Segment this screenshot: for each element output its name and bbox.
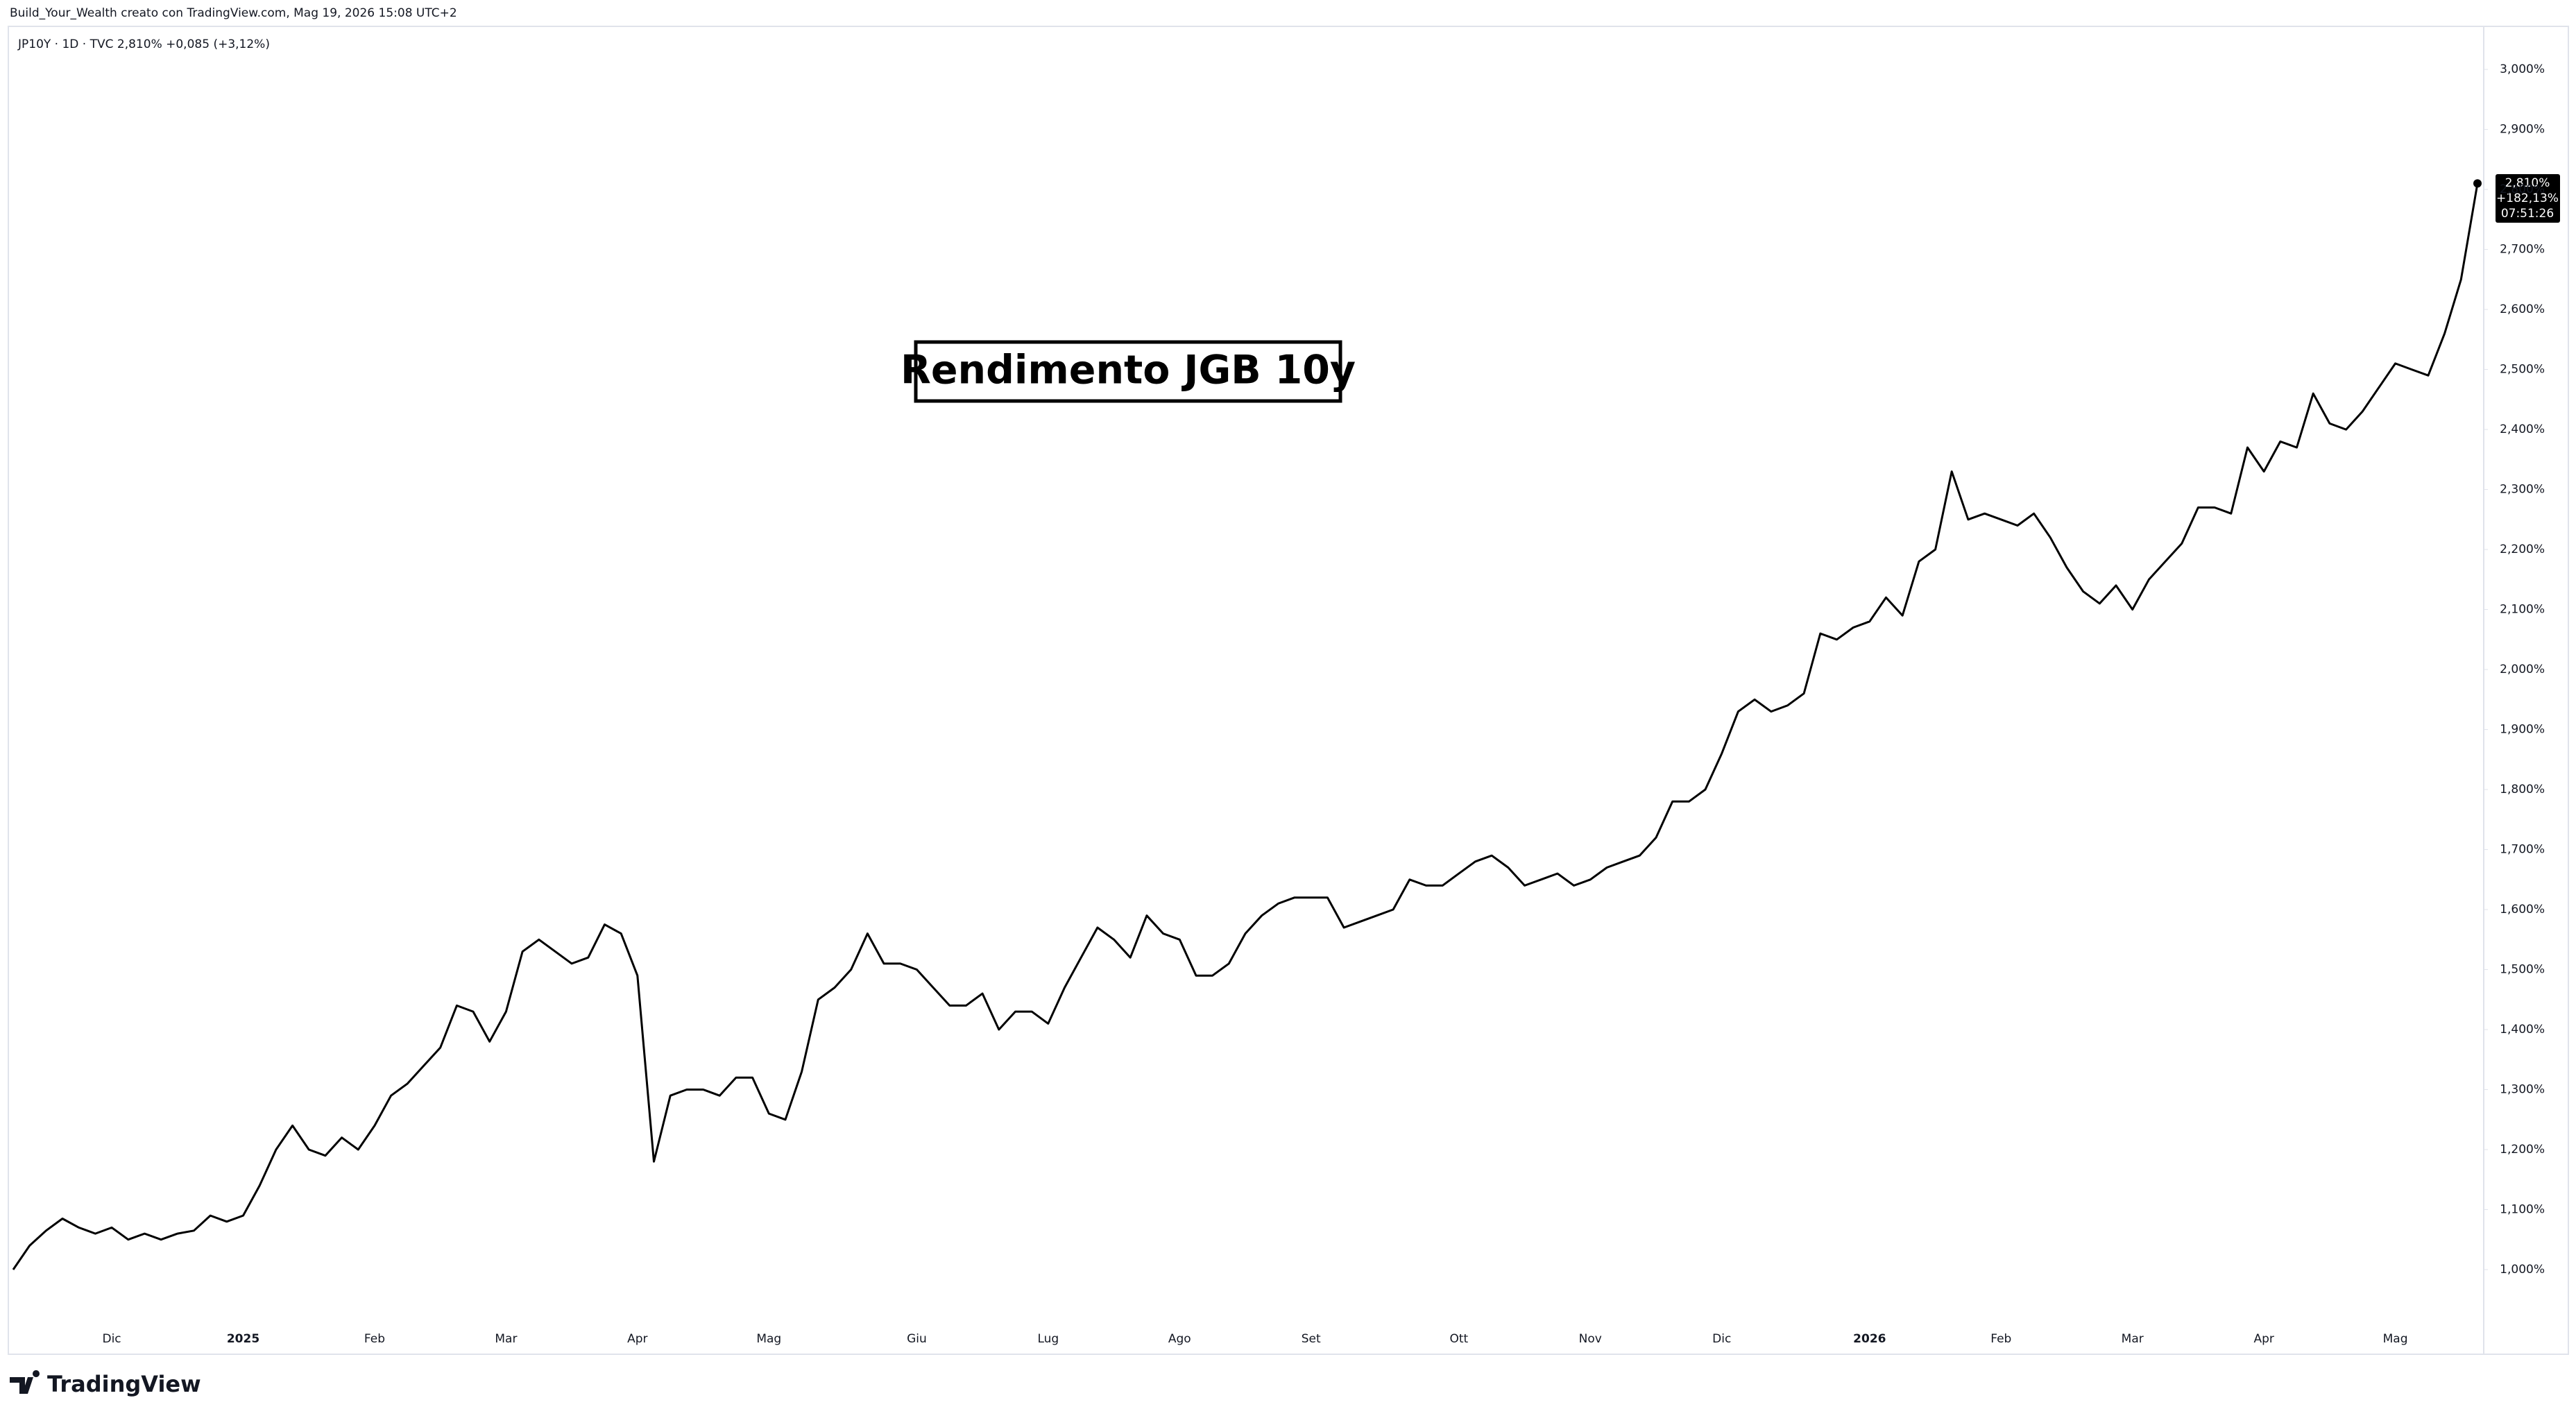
y-tick-label: 2,900%	[2500, 123, 2545, 137]
y-tick-label: 2,600%	[2500, 302, 2545, 316]
x-tick-label: Feb	[1990, 1332, 2011, 1346]
price-label-box	[2496, 174, 2560, 223]
y-tick-label: 1,700%	[2500, 843, 2545, 857]
price-label: 2,810%	[2505, 176, 2550, 190]
x-tick-label: Mag	[756, 1332, 781, 1346]
y-tick-label: 2,500%	[2500, 363, 2545, 377]
x-tick-label: Feb	[364, 1332, 385, 1346]
x-tick-label: Mar	[495, 1332, 517, 1346]
y-tick-label: 2,400%	[2500, 423, 2545, 436]
y-tick-label: 2,800%	[2500, 182, 2545, 196]
y-tick-label: 1,600%	[2500, 903, 2545, 916]
y-tick-label: 2,000%	[2500, 663, 2545, 676]
tv-logo: TradingView	[10, 1370, 201, 1397]
y-tick-label: 1,200%	[2500, 1143, 2545, 1157]
x-tick-label: Dic	[1712, 1332, 1731, 1346]
x-tick-label: Nov	[1579, 1332, 1602, 1346]
last-point	[2473, 179, 2482, 188]
y-tick-label: 1,000%	[2500, 1263, 2545, 1277]
logo-mark	[10, 1370, 40, 1394]
y-tick-label: 3,000%	[2500, 62, 2545, 76]
change-label: +182,13%	[2496, 191, 2559, 205]
x-tick-label: 2026	[1853, 1332, 1886, 1346]
legend-text: JP10Y · 1D · TVC 2,810% +0,085 (+3,12%)	[17, 37, 270, 51]
x-tick-label: Lug	[1037, 1332, 1059, 1346]
x-tick-label: Dic	[102, 1332, 121, 1346]
y-tick-label: 2,300%	[2500, 483, 2545, 497]
x-tick-label: Apr	[2253, 1332, 2274, 1346]
countdown-label: 07:51:26	[2501, 207, 2554, 221]
y-tick-label: 1,500%	[2500, 963, 2545, 977]
attribution: Build_Your_Wealth creato con TradingView…	[10, 6, 457, 20]
y-tick-label: 2,100%	[2500, 603, 2545, 617]
y-tick-label: 1,400%	[2500, 1023, 2545, 1037]
y-tick-label: 1,800%	[2500, 783, 2545, 796]
title-box	[914, 340, 1342, 403]
x-tick-label: Apr	[627, 1332, 647, 1346]
x-tick-label: Mar	[2122, 1332, 2144, 1346]
x-tick-label: Ago	[1168, 1332, 1191, 1346]
x-tick-label: Set	[1302, 1332, 1321, 1346]
x-tick-label: Giu	[907, 1332, 927, 1346]
chart-title: Rendimento JGB 10y	[901, 348, 1356, 393]
y-tick-label: 2,200%	[2500, 543, 2545, 556]
y-tick-label: 1,300%	[2500, 1083, 2545, 1097]
y-tick-label: 2,700%	[2500, 243, 2545, 257]
x-tick-label: Ott	[1449, 1332, 1468, 1346]
x-tick-label: 2025	[227, 1332, 259, 1346]
x-tick-label: Mag	[2383, 1332, 2408, 1346]
y-tick-label: 1,100%	[2500, 1202, 2545, 1216]
brand: TradingView	[47, 1371, 201, 1397]
price-line	[12, 183, 2479, 1270]
y-tick-label: 1,900%	[2500, 723, 2545, 737]
